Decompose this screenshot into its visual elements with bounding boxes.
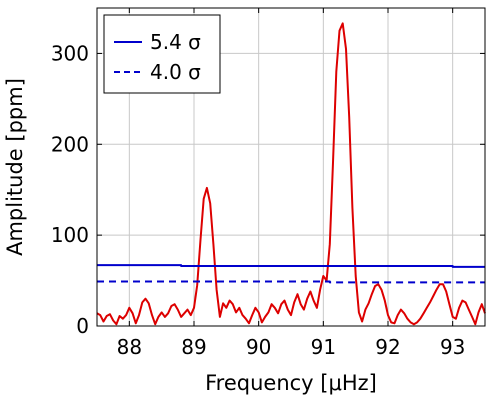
plot-series — [96, 22, 486, 326]
y-tick-label: 100 — [51, 223, 89, 247]
x-tick-label: 90 — [246, 335, 271, 359]
y-tick-label: 0 — [76, 314, 89, 338]
y-tick-label: 300 — [51, 41, 89, 65]
legend-label-dashed: 4.0 σ — [150, 60, 201, 84]
x-tick-label: 92 — [375, 335, 400, 359]
axis-ticks — [97, 8, 485, 327]
legend-label-solid: 5.4 σ — [150, 30, 201, 54]
y-axis-label: Amplitude [ppm] — [3, 78, 27, 256]
x-axis-label: Frequency [μHz] — [205, 371, 377, 395]
spectrum-line — [96, 22, 486, 326]
x-tick-label: 91 — [311, 335, 336, 359]
plot-frame — [96, 7, 486, 327]
legend-box — [103, 14, 221, 94]
y-tick-label: 200 — [51, 132, 89, 156]
threshold-5-4-sigma-line — [97, 264, 485, 268]
x-tick-label: 88 — [117, 335, 142, 359]
x-tick-labels: 88 89 90 91 92 93 — [117, 335, 466, 359]
x-tick-label: 93 — [440, 335, 465, 359]
x-tick-label: 89 — [181, 335, 206, 359]
legend: 5.4 σ 4.0 σ — [103, 14, 221, 94]
y-tick-labels: 0 100 200 300 — [51, 41, 89, 338]
threshold-4-0-sigma-line — [97, 280, 485, 284]
